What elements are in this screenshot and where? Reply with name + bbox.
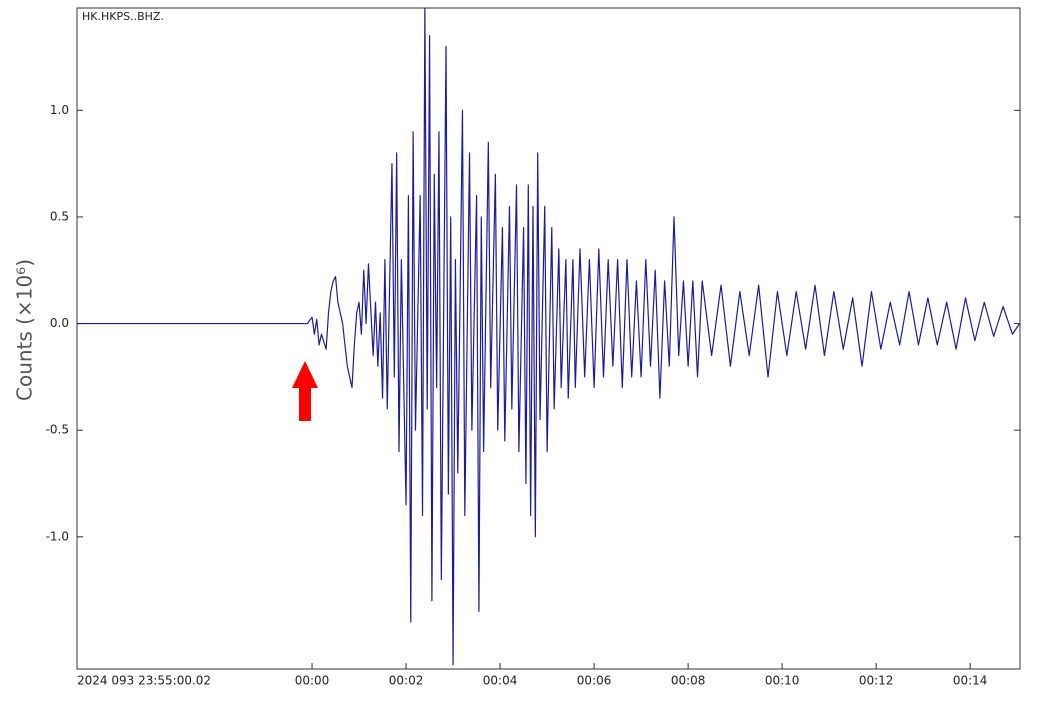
y-tick-label: -0.5 <box>46 423 69 437</box>
waveform-line <box>77 7 1021 666</box>
y-tick-label: -1.0 <box>46 529 69 543</box>
arrow-shaft <box>299 387 311 421</box>
x-tick-label: 00:08 <box>671 674 706 688</box>
plot-frame <box>76 7 1021 670</box>
x-tick-label: 00:12 <box>859 674 894 688</box>
arrow-head <box>292 361 318 388</box>
x-tick-label: 2024 093 23:55:00.02 <box>77 674 211 688</box>
y-axis-label: Counts (×10⁶) <box>13 259 37 401</box>
y-tick-label: 0.0 <box>50 316 69 330</box>
x-tick-label: 00:02 <box>389 674 424 688</box>
x-tick-label: 00:14 <box>953 674 988 688</box>
station-label: HK.HKPS..BHZ. <box>82 10 164 23</box>
y-tick-label: 0.5 <box>50 209 69 223</box>
x-tick-label: 00:06 <box>577 674 612 688</box>
y-tick-label: 1.0 <box>50 103 69 117</box>
x-tick-label: 00:10 <box>765 674 800 688</box>
x-tick-label: 00:00 <box>295 674 330 688</box>
x-tick-label: 00:04 <box>483 674 518 688</box>
arrow-annotation <box>292 361 318 421</box>
